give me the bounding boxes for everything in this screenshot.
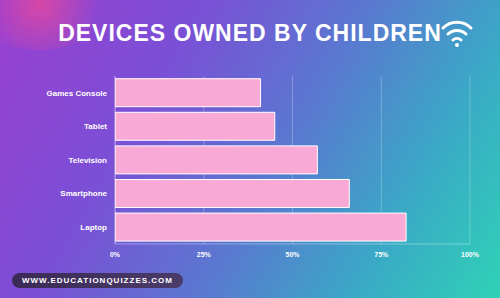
svg-text:Games Console: Games Console	[47, 89, 108, 98]
svg-text:50%: 50%	[285, 251, 300, 258]
svg-text:25%: 25%	[197, 251, 212, 258]
svg-text:100%: 100%	[461, 251, 480, 258]
svg-text:Smartphone: Smartphone	[60, 189, 107, 198]
svg-text:75%: 75%	[374, 251, 389, 258]
svg-text:Television: Television	[68, 156, 107, 165]
svg-text:Laptop: Laptop	[80, 223, 107, 232]
svg-text:Tablet: Tablet	[84, 122, 107, 131]
svg-text:0%: 0%	[110, 251, 121, 258]
html-text:WWW.EDUCATIONQUIZZES.COM: WWW.EDUCATIONQUIZZES.COM	[22, 276, 173, 285]
html-text:DEVICES OWNED BY CHILDREN: DEVICES OWNED BY CHILDREN	[58, 20, 442, 46]
